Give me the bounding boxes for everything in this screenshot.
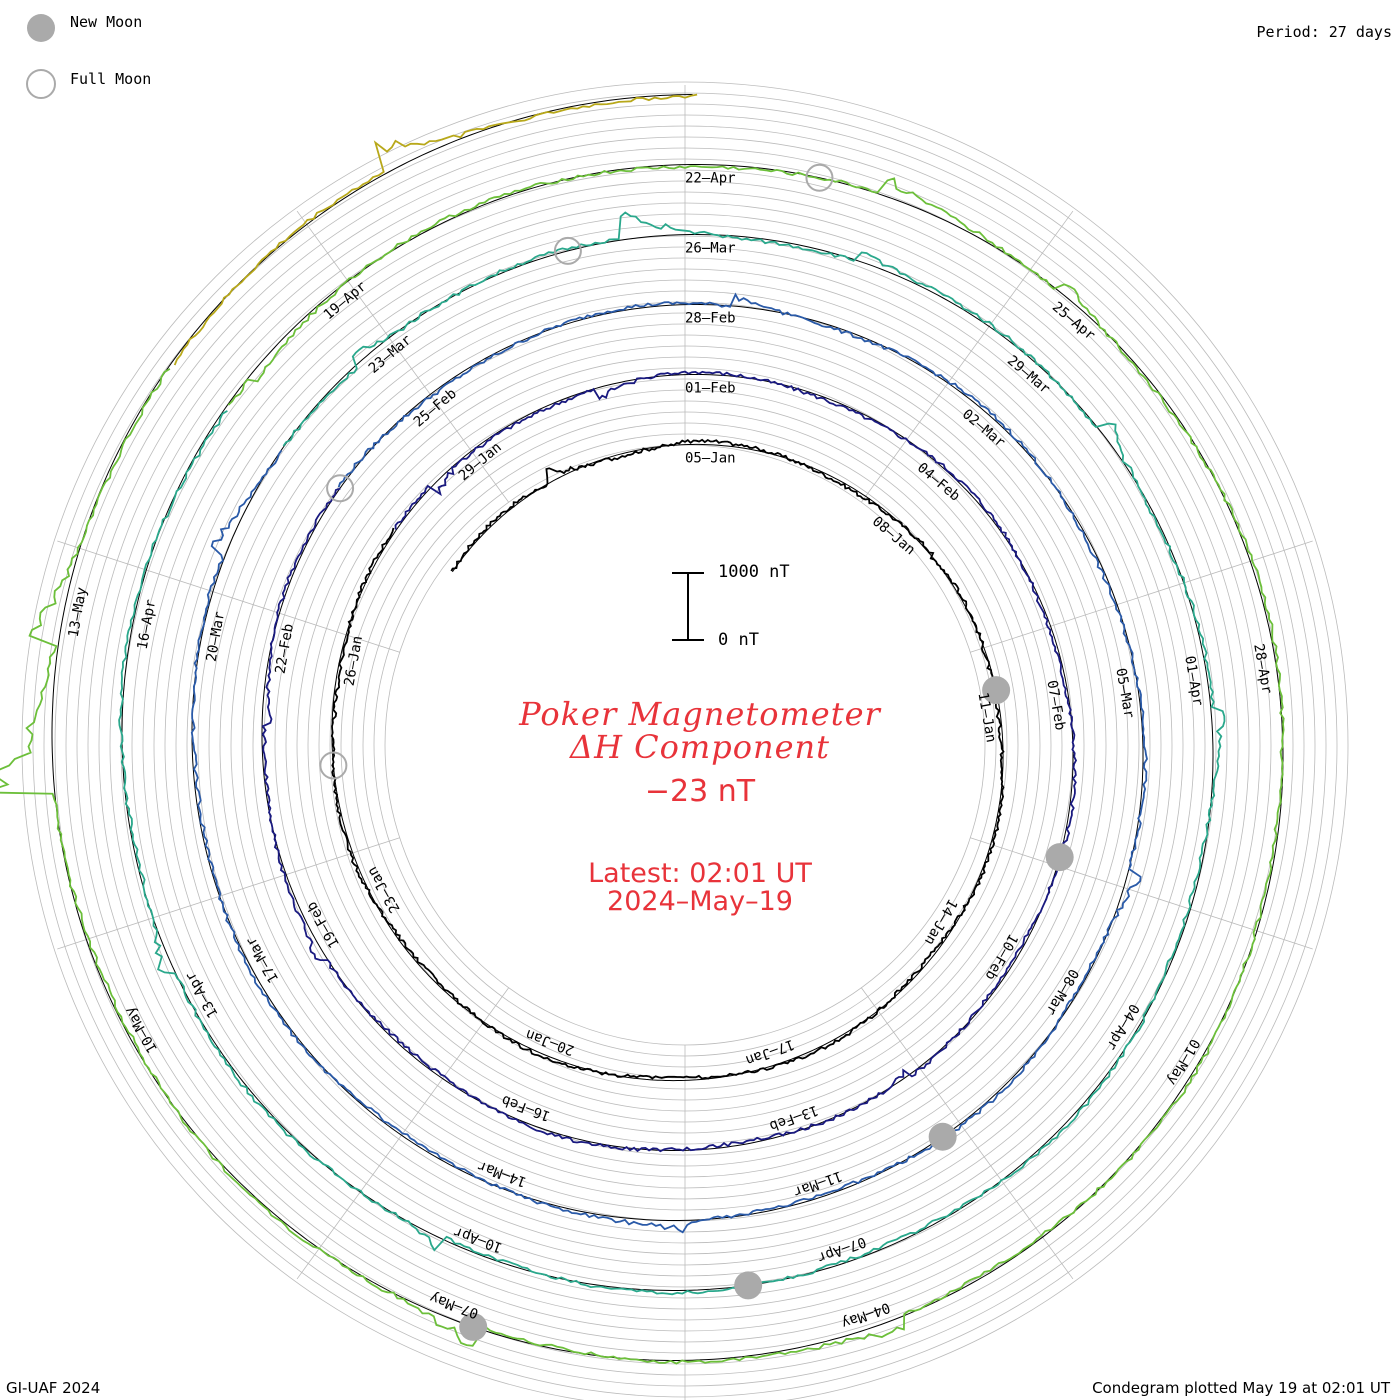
date-label: 10–Apr: [452, 1223, 505, 1255]
trace-rotation-5: [0, 165, 1285, 1365]
date-label: 28–Apr: [1250, 643, 1275, 696]
legend: [26, 14, 56, 99]
grid-spoke: [861, 987, 1074, 1280]
full-moon-marker: [553, 236, 582, 265]
trace-rotation-4: [118, 211, 1226, 1296]
new-moon-marker: [928, 1122, 957, 1151]
date-label: 01–Feb: [685, 381, 736, 397]
new-moon-marker: [1045, 843, 1074, 872]
scale-bottom-label: 0 nT: [718, 630, 759, 650]
date-label: 04–May: [839, 1299, 892, 1331]
latest-time: Latest: 02:01 UT: [588, 858, 812, 889]
full-moon-marker: [319, 751, 348, 780]
date-label: 16–Feb: [500, 1092, 553, 1124]
date-label: 02–Mar: [959, 406, 1008, 451]
new-moon-marker: [459, 1312, 488, 1341]
scale-top-label: 1000 nT: [718, 562, 790, 582]
trace-rotation-3: [190, 292, 1148, 1234]
legend-full-moon-label: Full Moon: [70, 70, 152, 88]
full-moon-marker: [326, 474, 355, 503]
new-moon-marker: [982, 676, 1011, 705]
grid-ring: [21, 81, 1349, 1400]
grid-spoke: [57, 837, 400, 950]
trace-rotation-1: [330, 438, 1005, 1080]
moon-phase-markers: [319, 163, 1074, 1341]
full-moon-marker: [805, 163, 834, 192]
grid-spoke: [57, 540, 400, 653]
new-moon-icon: [27, 14, 55, 42]
date-label: 29–Mar: [1004, 353, 1053, 398]
date-label: 28–Feb: [685, 311, 736, 327]
date-label: 01–Apr: [1181, 655, 1206, 708]
grid-spokes: [57, 85, 1313, 1400]
date-label: 26–Mar: [685, 241, 736, 257]
trace-rotation-6: [173, 93, 698, 366]
date-label: 17–Mar: [243, 934, 282, 986]
grid-spoke: [861, 210, 1074, 503]
date-label: 22–Apr: [685, 171, 736, 187]
scale-bar: [672, 572, 704, 641]
latest-date: 2024–May–19: [607, 886, 793, 917]
full-moon-icon: [26, 69, 56, 99]
data-traces: [0, 93, 1285, 1365]
date-label: 07–May: [428, 1289, 481, 1321]
chart-title: Poker Magnetometer: [519, 695, 881, 733]
date-label: 01–May: [1163, 1036, 1202, 1088]
date-label: 08–Mar: [1042, 966, 1081, 1018]
legend-new-moon-label: New Moon: [70, 13, 143, 31]
footer-credit: GI-UAF 2024: [6, 1379, 101, 1397]
date-label: 13–May: [66, 586, 91, 639]
trace-rotation-2: [261, 370, 1078, 1153]
grid-spoke: [970, 837, 1313, 950]
new-moon-marker: [734, 1271, 763, 1300]
current-value: −23 nT: [644, 774, 756, 809]
chart-subtitle: ΔH Component: [569, 728, 831, 766]
grid-spoke: [970, 540, 1313, 653]
date-label: 19–Feb: [304, 899, 343, 951]
date-label: 05–Jan: [685, 451, 736, 467]
footer-plot-time: Condegram plotted May 19 at 02:01 UT: [1092, 1379, 1390, 1397]
period-label: Period: 27 days: [1256, 23, 1392, 41]
grid-spoke: [296, 210, 509, 503]
date-label: 20–Mar: [204, 610, 229, 663]
